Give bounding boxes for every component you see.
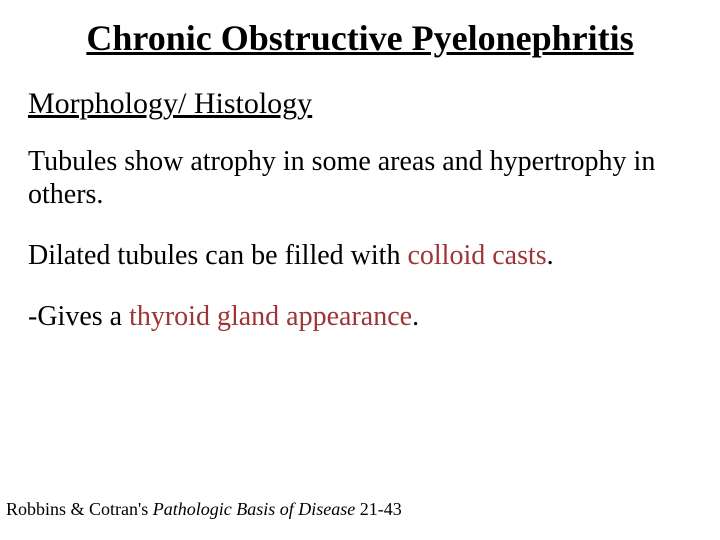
p3-post: . bbox=[412, 301, 419, 332]
slide-subtitle: Morphology/ Histology bbox=[28, 87, 692, 121]
citation-authors: Robbins & Cotran's bbox=[6, 499, 153, 519]
paragraph-3: -Gives a thyroid gland appearance. bbox=[28, 300, 692, 333]
p2-highlight: colloid casts bbox=[407, 240, 546, 271]
paragraph-2: Dilated tubules can be filled with collo… bbox=[28, 239, 692, 272]
slide-container: Chronic Obstructive Pyelonephritis Morph… bbox=[0, 0, 720, 540]
citation-pages: 21-43 bbox=[355, 499, 402, 519]
p3-pre: -Gives a bbox=[28, 301, 129, 332]
paragraph-1: Tubules show atrophy in some areas and h… bbox=[28, 145, 692, 211]
slide-title: Chronic Obstructive Pyelonephritis bbox=[28, 18, 692, 59]
p2-pre: Dilated tubules can be filled with bbox=[28, 240, 407, 271]
p2-post: . bbox=[547, 240, 554, 271]
p3-highlight: thyroid gland appearance bbox=[129, 301, 412, 332]
citation: Robbins & Cotran's Pathologic Basis of D… bbox=[6, 499, 402, 520]
citation-source: Pathologic Basis of Disease bbox=[153, 499, 355, 519]
